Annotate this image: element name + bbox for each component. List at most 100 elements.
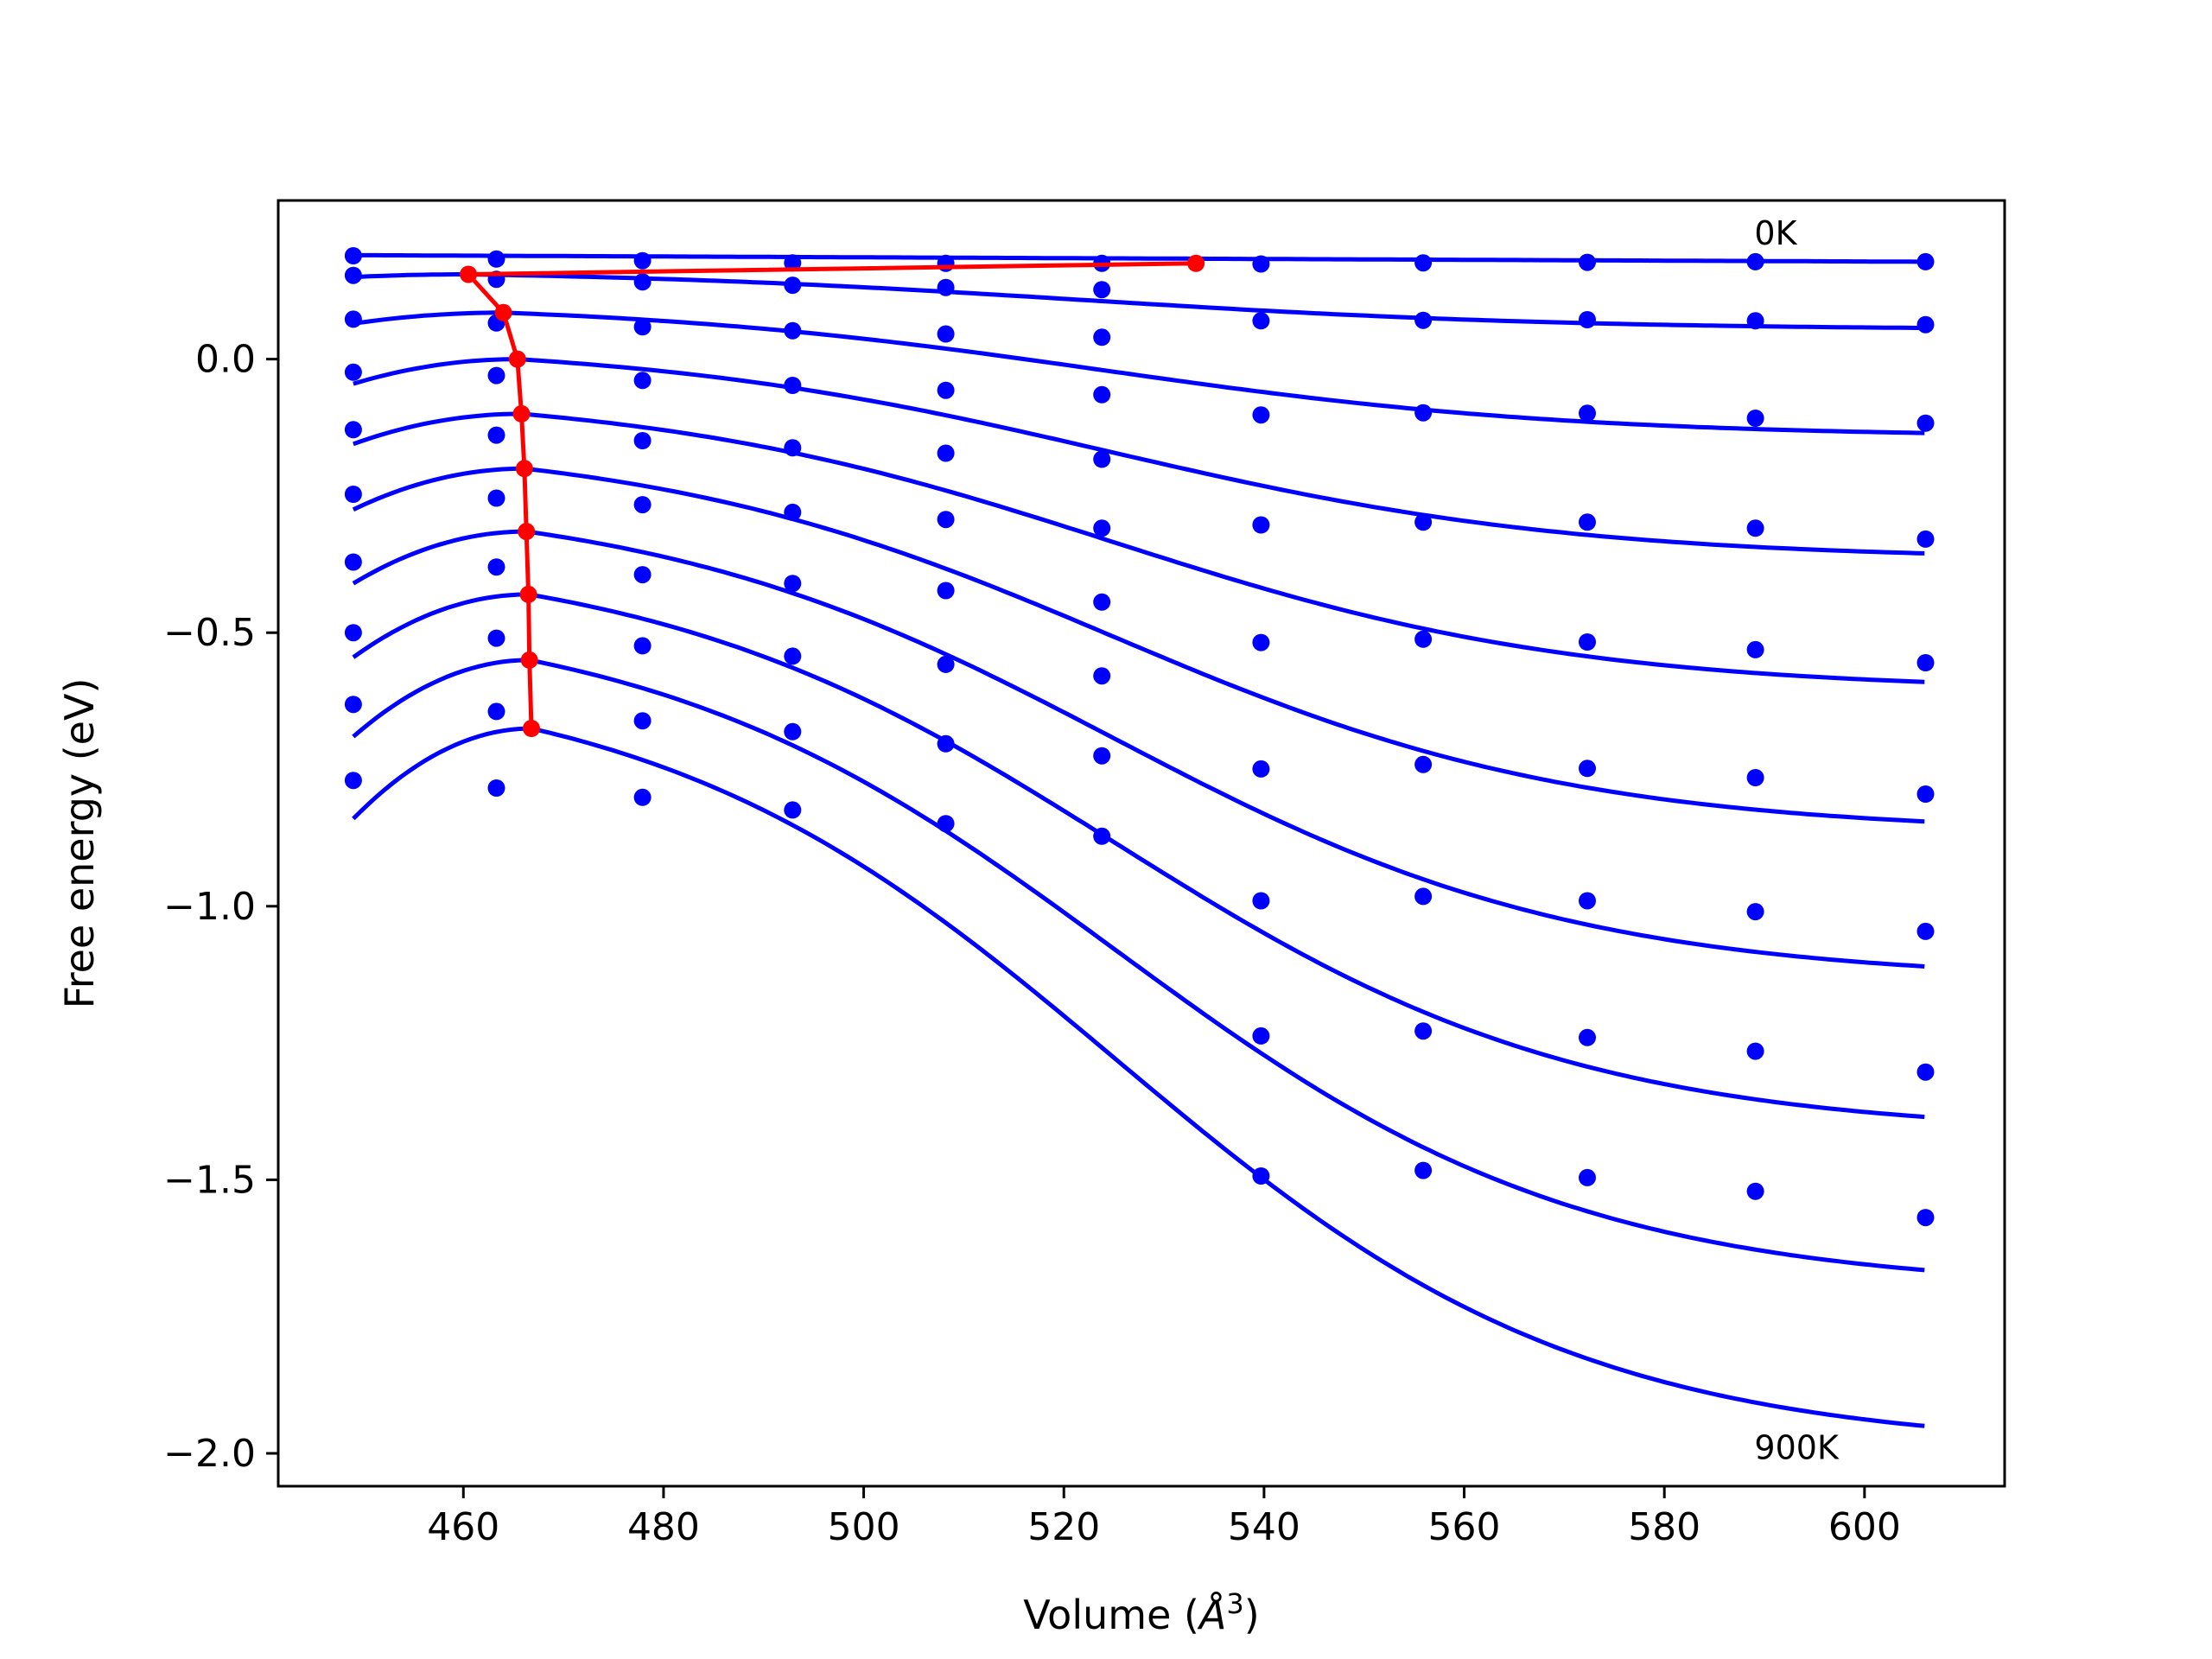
data-point-300K-10 — [1916, 414, 1935, 432]
x-tick-label: 560 — [1428, 1505, 1501, 1549]
data-point-500K-0 — [344, 486, 362, 503]
x-tick-label: 580 — [1628, 1505, 1700, 1549]
data-point-100K-0 — [344, 266, 362, 284]
data-point-900K-7 — [1414, 1161, 1433, 1179]
data-point-800K-6 — [1252, 1027, 1270, 1045]
data-point-800K-2 — [633, 712, 652, 730]
y-axis-label: Free energy (eV) — [56, 678, 103, 1009]
data-point-600K-2 — [633, 566, 652, 584]
data-point-300K-2 — [633, 372, 652, 390]
data-point-200K-3 — [784, 321, 802, 340]
data-point-800K-4 — [937, 734, 955, 753]
min-path-point-1 — [460, 265, 478, 283]
data-point-500K-3 — [784, 503, 802, 521]
x-axis-label-close: ) — [1244, 1592, 1260, 1638]
data-point-200K-10 — [1916, 315, 1935, 334]
data-point-900K-6 — [1252, 1167, 1270, 1185]
data-point-300K-9 — [1746, 410, 1764, 427]
data-point-0K-10 — [1916, 252, 1935, 270]
y-tick-label: −2.0 — [163, 1432, 256, 1476]
data-point-400K-8 — [1579, 513, 1596, 531]
data-point-300K-1 — [487, 366, 505, 385]
data-point-300K-3 — [784, 377, 802, 394]
data-point-400K-5 — [1093, 450, 1111, 468]
x-axis-label-main: Volume ( — [1023, 1592, 1199, 1638]
data-point-200K-8 — [1579, 311, 1596, 328]
data-point-100K-3 — [784, 276, 802, 295]
data-point-300K-4 — [937, 381, 955, 399]
data-point-700K-9 — [1746, 903, 1764, 921]
data-point-700K-0 — [344, 624, 362, 642]
data-point-800K-3 — [784, 722, 802, 741]
y-tick-label: 0.0 — [195, 338, 256, 382]
data-point-500K-9 — [1746, 640, 1764, 658]
data-point-800K-1 — [487, 702, 505, 721]
fit-curve-2 — [353, 310, 1925, 435]
data-point-300K-8 — [1579, 404, 1596, 423]
data-point-400K-0 — [344, 421, 362, 439]
min-path-point-5 — [515, 460, 533, 478]
data-point-600K-4 — [937, 582, 955, 600]
data-point-400K-4 — [937, 444, 955, 462]
min-path-line — [466, 261, 1197, 729]
min-path-point-7 — [519, 585, 537, 603]
data-point-400K-2 — [633, 432, 652, 449]
data-point-400K-10 — [1916, 530, 1935, 548]
fit-curve-7 — [352, 592, 1925, 1120]
data-point-700K-8 — [1579, 892, 1596, 910]
data-point-800K-8 — [1579, 1028, 1596, 1046]
data-point-400K-3 — [784, 439, 802, 457]
data-point-0K-7 — [1414, 254, 1433, 272]
annotations: 0K 900K — [1754, 214, 1840, 1467]
data-point-900K-4 — [937, 815, 955, 833]
data-point-900K-8 — [1579, 1168, 1596, 1186]
fit-curve-8 — [352, 658, 1925, 1273]
data-point-400K-7 — [1414, 513, 1433, 531]
x-tick-label: 460 — [427, 1505, 499, 1549]
data-point-600K-9 — [1746, 769, 1764, 786]
fit-curve-6 — [352, 529, 1925, 969]
data-point-0K-2 — [633, 251, 652, 270]
data-point-800K-0 — [344, 696, 362, 714]
data-point-500K-5 — [1093, 519, 1111, 537]
min-path-point-3 — [508, 350, 526, 368]
data-points — [344, 247, 1935, 1227]
fit-curve-5 — [352, 466, 1925, 824]
data-point-0K-6 — [1252, 255, 1270, 273]
min-path-point-0 — [1187, 254, 1205, 272]
data-point-500K-7 — [1414, 630, 1433, 648]
data-point-600K-6 — [1252, 760, 1270, 778]
data-point-500K-8 — [1579, 633, 1596, 651]
data-point-800K-5 — [1093, 747, 1111, 765]
y-axis-ticks: 0.0 −0.5 −1.0 −1.5 −2.0 — [163, 338, 278, 1476]
min-path-point-4 — [512, 404, 531, 423]
x-axis-ticks: 460 480 500 520 540 560 580 600 — [427, 1486, 1901, 1549]
x-tick-label: 540 — [1228, 1505, 1300, 1549]
x-axis-label: Volume (Å3) — [1023, 1587, 1259, 1638]
data-point-300K-6 — [1252, 406, 1270, 424]
data-point-400K-6 — [1252, 516, 1270, 534]
data-point-0K-9 — [1746, 252, 1764, 270]
fit-curve-4 — [353, 411, 1925, 684]
data-point-600K-8 — [1579, 760, 1596, 778]
data-point-100K-5 — [1093, 281, 1111, 299]
data-point-900K-3 — [784, 801, 802, 819]
data-point-200K-4 — [937, 325, 955, 343]
data-point-200K-9 — [1746, 312, 1764, 330]
data-point-100K-2 — [633, 273, 652, 291]
data-point-700K-10 — [1916, 922, 1935, 940]
data-point-200K-5 — [1093, 328, 1111, 346]
data-point-500K-1 — [487, 489, 505, 507]
data-point-100K-4 — [937, 278, 955, 296]
data-point-500K-6 — [1252, 633, 1270, 652]
x-tick-label: 520 — [1027, 1505, 1100, 1549]
data-point-700K-3 — [784, 647, 802, 665]
data-point-700K-2 — [633, 637, 652, 655]
data-point-200K-6 — [1252, 312, 1270, 330]
data-point-200K-2 — [633, 318, 652, 336]
data-point-500K-2 — [633, 496, 652, 514]
data-point-600K-10 — [1916, 785, 1935, 803]
data-point-700K-6 — [1252, 892, 1270, 910]
